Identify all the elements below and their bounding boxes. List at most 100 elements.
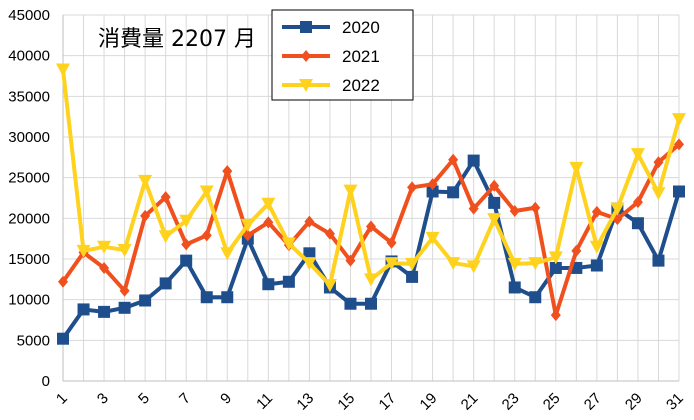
data-point-2022 [179,214,194,228]
data-point-2022 [405,257,420,271]
data-point-2022 [322,279,337,293]
x-tick-label: 9 [217,390,235,408]
data-point-2020 [77,303,90,316]
data-point-2021 [140,209,151,222]
data-point-2022 [630,148,645,162]
x-tick-label: 13 [293,390,317,414]
data-point-2021 [571,244,582,257]
data-point-2020 [529,291,542,304]
data-point-2021 [448,153,459,166]
y-tick-label: 30000 [8,129,50,146]
data-point-2020 [282,275,295,288]
data-point-2021 [366,220,376,233]
data-point-2022 [158,230,173,244]
data-point-2021 [324,227,335,240]
data-point-2021 [58,275,68,288]
data-point-2022 [97,240,112,254]
x-tick-label: 21 [458,390,482,414]
data-point-2022 [199,185,214,199]
legend-marker-2022 [299,79,313,92]
data-point-2021 [530,201,541,214]
y-tick-label: 5000 [17,332,50,349]
data-point-2021 [242,229,253,242]
data-point-2020 [180,254,193,267]
data-point-2022 [56,63,70,77]
data-point-2022 [610,202,625,216]
data-point-2020 [303,247,316,260]
data-point-2021 [99,261,110,274]
data-point-2022 [569,161,584,175]
legend-marker-2020 [300,21,312,33]
data-point-2020 [508,281,521,294]
data-point-2022 [487,213,502,227]
data-point-2021 [119,284,130,297]
data-point-2022 [528,257,543,271]
data-point-2020 [631,217,644,230]
data-point-2022 [281,237,296,251]
data-point-2022 [507,257,522,271]
data-point-2021 [304,215,315,228]
data-point-2020 [98,305,111,318]
data-point-2021 [653,156,664,169]
legend-label-2022: 2022 [342,76,380,95]
data-point-2020 [159,277,172,290]
data-point-2022 [651,187,666,201]
data-point-2021 [160,191,171,204]
data-point-2021 [386,236,397,249]
y-tick-label: 25000 [8,170,50,187]
x-tick-label: 27 [581,390,605,414]
y-tick-label: 45000 [8,7,50,24]
y-tick-label: 35000 [8,88,50,105]
data-point-2022 [302,257,317,271]
series-2021 [58,138,684,322]
data-point-2020 [344,297,357,310]
data-point-2020 [200,291,213,304]
x-tick-label: 31 [663,390,687,414]
y-tick-label: 10000 [8,292,50,309]
data-point-2020 [57,332,69,345]
data-point-2022 [117,244,132,258]
data-point-2022 [240,218,255,232]
data-point-2020 [467,154,480,167]
data-point-2020 [426,185,439,198]
x-tick-label: 17 [376,390,400,414]
data-point-2022 [672,113,686,127]
data-point-2020 [447,186,460,199]
data-point-2021 [222,165,233,178]
data-point-2021 [427,178,438,191]
data-point-2020 [652,254,665,267]
data-point-2021 [263,216,274,229]
x-tick-label: 25 [540,390,564,414]
y-tick-label: 0 [42,373,50,390]
data-point-2021 [550,309,561,322]
data-point-2021 [407,181,418,194]
data-point-2022 [76,244,91,258]
x-tick-label: 3 [94,390,112,408]
y-axis-ticks: 0 5000 10000 15000 20000 25000 30000 35000 40000… [8,7,50,390]
data-point-2020 [262,278,275,291]
data-point-2021 [201,229,212,242]
data-point-2020 [488,196,501,209]
data-point-2022 [384,257,399,271]
data-point-2022 [364,273,378,287]
data-point-2022 [220,247,235,261]
data-point-2022 [425,231,440,245]
data-point-2020 [221,291,234,304]
legend-label-2020: 2020 [342,18,380,37]
data-point-2022 [548,251,563,265]
x-tick-label: 15 [334,390,358,414]
data-point-2021 [674,138,684,151]
y-tick-label: 20000 [8,210,50,227]
series-layer [56,63,686,345]
data-point-2022 [466,260,481,274]
data-point-2021 [632,196,643,209]
x-tick-label: 5 [135,390,153,408]
x-tick-label: 29 [622,390,646,414]
legend-marker-2021 [301,50,311,62]
data-point-2020 [365,297,377,310]
data-point-2021 [181,238,192,251]
legend: 2020 2021 2022 [271,9,414,101]
data-point-2020 [118,301,131,314]
x-tick-label: 11 [253,390,276,413]
chart-title: 消費量 2207 月 [98,27,256,52]
